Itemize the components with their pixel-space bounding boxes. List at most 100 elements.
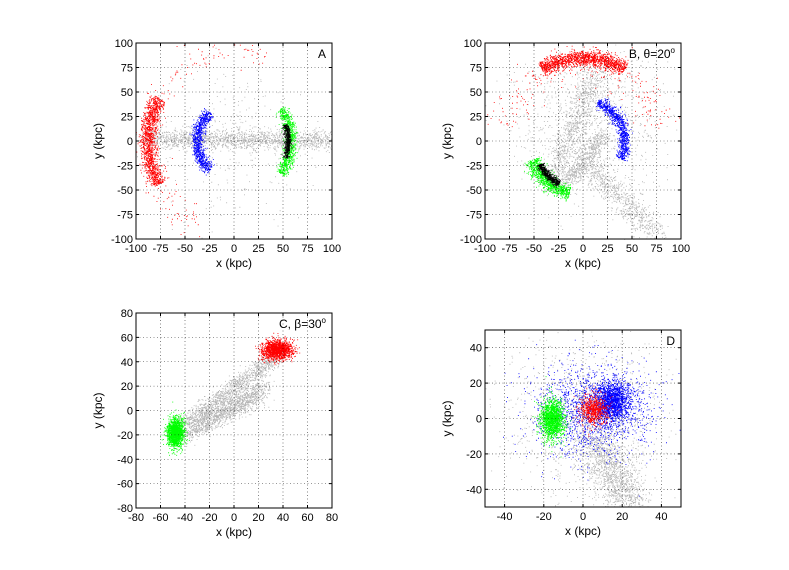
x-tick-label: -50	[177, 243, 193, 255]
series-black-core	[536, 162, 561, 188]
y-tick-label: 20	[470, 378, 482, 390]
panel-d-ylabel: y (kpc)	[440, 400, 454, 436]
panel-a: -100 -75 -50 -25 0 25 50 75 100 -100 -75 -50 -25 0 25…	[91, 38, 341, 270]
series-gray-stream-2	[553, 128, 615, 196]
panel-b-grid	[485, 43, 681, 239]
y-tick-label: 25	[121, 112, 133, 124]
y-tick-label: 50	[470, 87, 482, 99]
series-gray-bridge-3	[188, 386, 275, 435]
panel-d-grid	[485, 330, 681, 507]
y-tick-label: 50	[121, 87, 133, 99]
y-tick-label: 60	[121, 332, 133, 344]
panel-b-yticks: -100 -75 -50 -25 0 25 50 75 100	[460, 38, 681, 246]
series-red-cap	[538, 46, 629, 79]
panel-a-xticks: -100 -75 -50 -25 0 25 50 75 100	[125, 43, 341, 255]
y-tick-label: -100	[111, 234, 133, 246]
y-tick-label: -75	[117, 210, 133, 222]
x-tick-label: -75	[153, 243, 169, 255]
x-tick-label: -40	[497, 511, 513, 523]
panel-a-yticks: -100 -75 -50 -25 0 25 50 75 100	[111, 38, 332, 246]
series-red-cap	[255, 332, 301, 366]
panel-d-yticks: -40 -20 0 20 40	[466, 343, 681, 496]
y-tick-label: -20	[466, 449, 482, 461]
y-tick-label: -50	[466, 185, 482, 197]
x-tick-label: 20	[616, 511, 628, 523]
series-gray-bridge-1	[168, 347, 289, 438]
x-tick-label: 50	[626, 243, 638, 255]
x-tick-label: 0	[580, 511, 586, 523]
panel-a-points	[136, 44, 332, 239]
y-tick-label: 75	[121, 63, 133, 75]
y-tick-label: -25	[117, 161, 133, 173]
panel-b-xticks: -100 -75 -50 -25 0 25 50 75 100	[474, 43, 690, 255]
panel-b: -100 -75 -50 -25 0 25 50 75 100 -100 -75 -50 -25 0 25…	[440, 38, 690, 270]
x-tick-label: -20	[536, 511, 552, 523]
y-tick-label: 40	[470, 343, 482, 355]
x-tick-label: 80	[326, 512, 338, 524]
y-tick-label: 75	[470, 63, 482, 75]
panel-c-label: C, β=30o	[279, 316, 327, 331]
y-tick-label: 0	[476, 414, 482, 426]
x-tick-label: 25	[601, 243, 613, 255]
series-blue-shell	[596, 98, 633, 162]
series-red-shell	[136, 95, 168, 187]
series-gray-bridge	[136, 119, 332, 161]
x-tick-label: 0	[231, 243, 237, 255]
panel-b-xlabel: x (kpc)	[565, 256, 601, 270]
x-tick-label: 50	[277, 243, 289, 255]
x-tick-label: 0	[580, 243, 586, 255]
y-tick-label: 0	[127, 406, 133, 418]
x-tick-label: -60	[153, 512, 169, 524]
x-tick-label: -80	[128, 512, 144, 524]
x-tick-label: 75	[301, 243, 313, 255]
x-tick-label: -25	[202, 243, 218, 255]
x-tick-label: -50	[526, 243, 542, 255]
y-tick-label: -50	[117, 185, 133, 197]
x-tick-label: -20	[202, 512, 218, 524]
y-tick-label: -75	[466, 210, 482, 222]
x-tick-label: 20	[252, 512, 264, 524]
panel-c-ylabel: y (kpc)	[91, 392, 105, 428]
panel-c-xlabel: x (kpc)	[216, 525, 252, 539]
panel-c-yticks: -80 -60 -40 -20 0 20 40 60 80	[117, 308, 332, 515]
y-tick-label: -100	[460, 234, 482, 246]
panel-c-points	[160, 332, 301, 456]
y-tick-label: 25	[470, 112, 482, 124]
y-tick-label: 20	[121, 381, 133, 393]
panel-d-xticks: -40 -20 0 20 40	[497, 330, 668, 523]
x-tick-label: -75	[502, 243, 518, 255]
y-tick-label: -25	[466, 161, 482, 173]
series-gray-tail	[574, 152, 669, 240]
y-tick-label: 100	[115, 38, 133, 50]
series-gray-stream-1	[536, 60, 609, 197]
series-blue-core	[581, 368, 645, 442]
series-gray-tail	[565, 416, 656, 508]
panel-d-points	[485, 330, 682, 508]
panel-a-label: A	[318, 47, 326, 61]
y-tick-label: -60	[117, 479, 133, 491]
y-tick-label: -40	[466, 484, 482, 496]
x-tick-label: 40	[655, 511, 667, 523]
series-blue-halo	[503, 339, 681, 497]
panel-d-xlabel: x (kpc)	[565, 524, 601, 538]
panel-c: -80 -60 -40 -20 0 20 40 60 80 -80 -60 -40 -20 0 20 40 6…	[91, 308, 338, 539]
panel-d-label: D	[666, 334, 675, 348]
x-tick-label: -100	[474, 243, 496, 255]
y-tick-label: -80	[117, 503, 133, 515]
y-tick-label: 100	[464, 38, 482, 50]
panel-a-ylabel: y (kpc)	[91, 123, 105, 159]
y-tick-label: -20	[117, 430, 133, 442]
x-tick-label: -40	[177, 512, 193, 524]
series-green-core	[532, 376, 572, 458]
y-tick-label: 0	[127, 136, 133, 148]
series-green-shell	[524, 157, 572, 202]
y-tick-label: 40	[121, 357, 133, 369]
x-tick-label: -100	[125, 243, 147, 255]
panel-b-points	[485, 44, 680, 240]
y-tick-label: -40	[117, 454, 133, 466]
panel-b-ylabel: y (kpc)	[440, 123, 454, 159]
x-tick-label: 100	[323, 243, 341, 255]
series-gray-halo	[485, 44, 678, 240]
x-tick-label: 25	[252, 243, 264, 255]
